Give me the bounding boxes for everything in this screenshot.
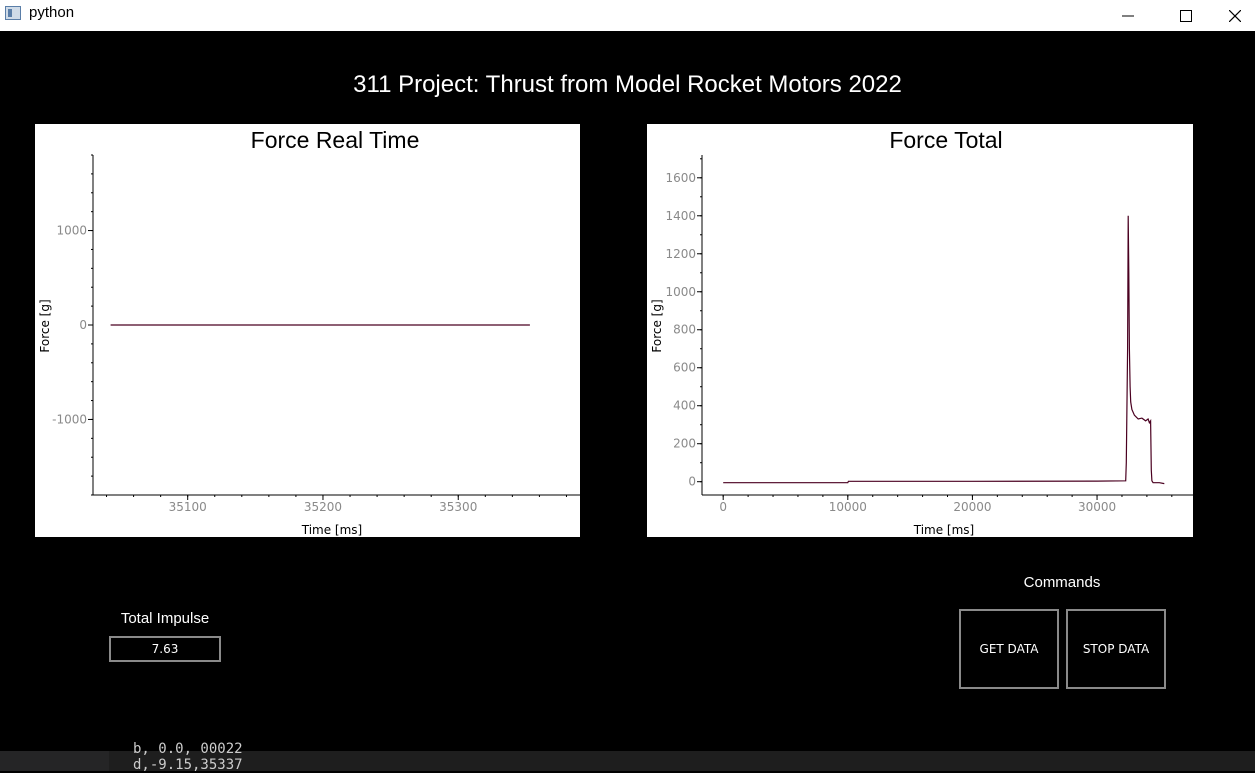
- x-tick-label: 0: [719, 500, 727, 514]
- window-title: python: [29, 4, 75, 21]
- y-tick-label: 800: [673, 323, 696, 337]
- x-tick-label: 35100: [169, 500, 207, 514]
- y-tick-label: 0: [79, 318, 87, 332]
- force-real-time-plot[interactable]: Force Real Time -1000 0 1000 35100 35200 35300…: [35, 124, 580, 537]
- x-tick-label: 30000: [1078, 500, 1116, 514]
- minimize-button[interactable]: [1099, 0, 1157, 31]
- app-window-icon: [5, 6, 21, 20]
- minimize-icon: [1122, 15, 1134, 16]
- window-titlebar: python: [0, 0, 1255, 31]
- terminal-background: b, 0.0, 00022 d,-9.15,35337: [0, 741, 1255, 773]
- y-tick-label: 0: [688, 475, 696, 489]
- y-tick-label: 600: [673, 361, 696, 375]
- x-axis-label: Time [ms]: [301, 523, 363, 537]
- total-impulse-label: Total Impulse: [120, 610, 210, 627]
- y-tick-label: 1600: [665, 171, 696, 185]
- y-tick-label: 1400: [665, 209, 696, 223]
- x-tick-label: 35300: [439, 500, 477, 514]
- get-data-button[interactable]: GET DATA: [959, 609, 1059, 689]
- stop-data-button[interactable]: STOP DATA: [1066, 609, 1166, 689]
- chart-title: Force Total: [889, 127, 1002, 153]
- close-button[interactable]: [1215, 0, 1255, 31]
- total-impulse-value: 7.63: [109, 636, 221, 662]
- y-tick-label: 1000: [56, 224, 87, 238]
- y-tick-label: 400: [673, 399, 696, 413]
- chart-title: Force Real Time: [251, 127, 420, 153]
- y-axis-label: Force [g]: [650, 299, 664, 352]
- close-icon: [1229, 9, 1241, 22]
- main-area: 311 Project: Thrust from Model Rocket Mo…: [0, 31, 1255, 751]
- terminal-line: d,-9.15,35337: [133, 757, 243, 773]
- force-series-line: [723, 215, 1165, 485]
- maximize-icon: [1180, 9, 1192, 22]
- terminal-line: b, 0.0, 00022: [133, 741, 243, 757]
- commands-label: Commands: [1023, 574, 1101, 591]
- maximize-button[interactable]: [1157, 0, 1215, 31]
- y-tick-label: 1200: [665, 247, 696, 261]
- x-tick-label: 20000: [953, 500, 991, 514]
- x-tick-label: 10000: [829, 500, 867, 514]
- force-total-chart: Force Total 0 200 400 600 800 1000 1200 1400 1600…: [650, 127, 1193, 537]
- terminal-gutter: [0, 751, 109, 771]
- force-real-time-chart: Force Real Time -1000 0 1000 35100 35200 35300…: [38, 127, 580, 537]
- y-axis-label: Force [g]: [38, 299, 52, 352]
- app-title: 311 Project: Thrust from Model Rocket Mo…: [353, 71, 902, 98]
- force-total-plot[interactable]: Force Total 0 200 400 600 800 1000 1200 1400 1600…: [647, 124, 1193, 537]
- y-tick-label: 200: [673, 437, 696, 451]
- x-axis-label: Time [ms]: [913, 523, 975, 537]
- x-tick-label: 35200: [304, 500, 342, 514]
- y-tick-label: -1000: [52, 412, 87, 426]
- y-tick-label: 1000: [665, 285, 696, 299]
